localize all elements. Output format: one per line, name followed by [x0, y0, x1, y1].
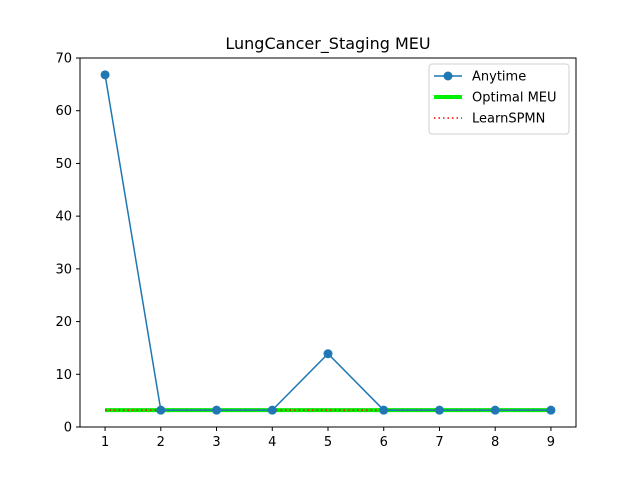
data-point-anytime — [323, 349, 333, 359]
x-tick-label: 1 — [101, 435, 109, 450]
y-tick-label: 0 — [64, 421, 72, 436]
y-axis: 0 10 20 30 40 50 60 70 — [55, 52, 80, 436]
data-point-anytime — [546, 405, 556, 415]
data-point-anytime — [100, 70, 110, 80]
data-point-anytime — [156, 405, 166, 415]
y-tick-label: 20 — [55, 315, 72, 330]
legend-label-optimal-meu: Optimal MEU — [472, 91, 557, 106]
legend-box — [428, 63, 570, 135]
y-tick-label: 60 — [55, 104, 72, 119]
x-tick-label: 6 — [380, 435, 388, 450]
x-tick-label: 7 — [435, 435, 443, 450]
data-point-anytime — [434, 405, 444, 415]
y-tick-label: 30 — [55, 262, 72, 277]
legend-marker-anytime — [443, 71, 453, 81]
data-point-anytime — [212, 405, 222, 415]
y-tick-label: 10 — [55, 368, 72, 383]
legend-label-learnspmn: LearnSPMN — [472, 112, 545, 127]
x-tick-label: 4 — [268, 435, 276, 450]
x-tick-label: 8 — [491, 435, 499, 450]
data-point-anytime — [490, 405, 500, 415]
chart-title: LungCancer_Staging MEU — [225, 34, 430, 54]
x-tick-label: 5 — [324, 435, 332, 450]
legend-label-anytime: Anytime — [472, 70, 526, 85]
y-tick-label: 40 — [55, 210, 72, 225]
y-tick-label: 50 — [55, 157, 72, 172]
x-tick-label: 9 — [547, 435, 555, 450]
data-point-anytime — [267, 405, 277, 415]
x-tick-label: 2 — [157, 435, 165, 450]
data-point-anytime — [379, 405, 389, 415]
x-axis: 1 2 3 4 5 6 7 8 9 — [101, 427, 555, 450]
y-tick-label: 70 — [55, 52, 72, 67]
x-tick-label: 3 — [212, 435, 220, 450]
plot-area — [100, 70, 556, 415]
legend: Anytime Optimal MEU LearnSPMN — [428, 63, 570, 135]
